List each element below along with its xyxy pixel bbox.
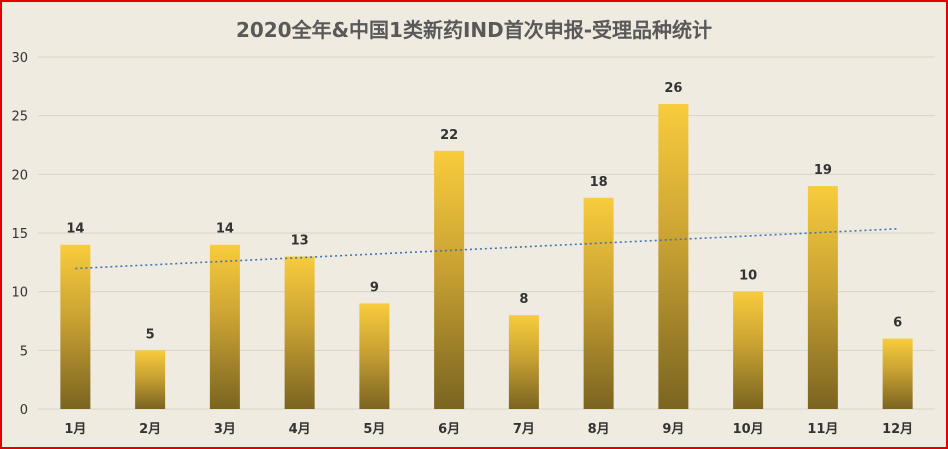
y-tick-label: 5 [20,344,28,359]
y-tick-label: 10 [11,286,28,301]
data-label: 19 [814,163,832,178]
x-tick-label: 9月 [662,422,684,437]
trendline-layer [75,227,898,270]
y-tick-label: 30 [11,51,28,66]
x-tick-label: 1月 [64,422,86,437]
bar [135,350,166,409]
bar [434,150,465,409]
data-label: 22 [440,128,458,143]
data-label: 14 [66,222,84,237]
bar [359,303,390,409]
bar [733,291,764,409]
x-tick-label: 6月 [438,422,460,437]
data-labels: 14 5 14 13 9 22 8 18 26 10 19 6 [66,81,902,342]
y-tick-label: 0 [20,403,28,418]
x-tick-label: 12月 [882,422,913,437]
bar [658,103,689,409]
data-label: 5 [146,327,155,342]
x-axis-ticks: 1月 2月 3月 4月 5月 6月 7月 8月 9月 10月 11月 12月 [64,422,913,437]
bar [583,197,614,409]
data-label: 18 [590,175,608,190]
chart-title: 2020全年&中国1类新药IND首次申报-受理品种统计 [235,18,713,42]
data-label: 6 [893,316,902,331]
data-label: 13 [291,233,309,248]
data-label: 14 [216,222,234,237]
y-tick-label: 15 [11,227,28,242]
x-tick-label: 4月 [289,422,311,437]
bar [882,338,913,409]
y-axis-ticks: 0 5 10 15 20 25 30 [11,51,28,418]
trendline [75,227,898,270]
x-tick-label: 3月 [214,422,236,437]
x-tick-label: 10月 [733,422,764,437]
data-label: 26 [664,81,682,96]
bars [60,103,913,409]
x-tick-label: 2月 [139,422,161,437]
bar [807,186,838,409]
y-tick-label: 25 [11,110,28,125]
data-label: 8 [519,292,528,307]
bar [508,315,539,409]
y-tick-label: 20 [11,168,28,183]
data-label: 9 [370,280,379,295]
x-tick-label: 5月 [363,422,385,437]
bar [284,256,315,409]
x-tick-label: 11月 [807,422,838,437]
bar [60,244,91,409]
x-tick-label: 8月 [588,422,610,437]
gridlines [38,56,935,410]
bar [209,244,240,409]
x-tick-label: 7月 [513,422,535,437]
data-label: 10 [739,269,757,284]
